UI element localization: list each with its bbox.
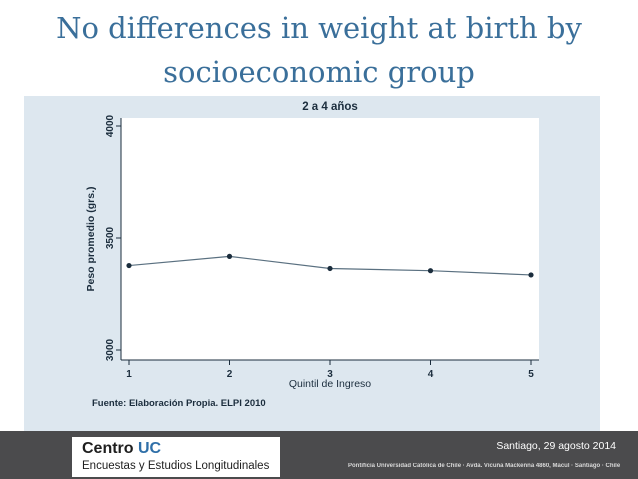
centro-uc-logo: Centro UC Encuestas y Estudios Longitudi… (72, 437, 280, 477)
logo-title-main: Centro (82, 440, 138, 457)
footer: Centro UC Encuestas y Estudios Longitudi… (0, 431, 638, 479)
logo-title-accent: UC (138, 440, 162, 457)
x-tick-label: 4 (428, 369, 434, 380)
data-point (226, 253, 233, 259)
x-tick-label: 5 (528, 369, 534, 380)
slide-title-line-1: No differences in weight at birth by (56, 11, 582, 45)
logo-subtitle: Encuestas y Estudios Longitudinales (82, 460, 270, 472)
line-chart: 2 a 4 años Quintil de Ingreso Peso prome… (85, 101, 539, 409)
chart-title: 2 a 4 años (302, 101, 358, 113)
y-tick-label: 3000 (105, 338, 116, 361)
slide-title: No differences in weight at birth by soc… (0, 6, 638, 94)
footer-date: Santiago, 29 agosto 2014 (496, 440, 616, 452)
chart-panel: 2 a 4 años Quintil de Ingreso Peso prome… (24, 96, 600, 431)
y-tick-label: 4000 (105, 114, 116, 137)
series (126, 253, 534, 278)
x-axis-label: Quintil de Ingreso (289, 378, 371, 390)
axes: 3000 3500 4000 1 2 3 4 5 (105, 114, 539, 380)
y-axis-label: Peso promedio (grs.) (85, 186, 97, 291)
logo-title: Centro UC (82, 440, 161, 458)
data-point (327, 265, 333, 272)
x-tick-label: 3 (327, 369, 333, 380)
y-tick-label: 3500 (105, 226, 116, 249)
x-tick-label: 2 (227, 369, 233, 380)
x-tick-label: 1 (126, 369, 132, 380)
data-point (528, 272, 534, 278)
plot-area (121, 118, 539, 360)
data-point (126, 262, 132, 269)
footer-address: Pontificia Universidad Católica de Chile… (348, 463, 621, 469)
source-note: Fuente: Elaboración Propia. ELPI 2010 (92, 398, 266, 409)
slide-title-line-2: socioeconomic group (163, 55, 475, 89)
data-point (427, 268, 434, 274)
